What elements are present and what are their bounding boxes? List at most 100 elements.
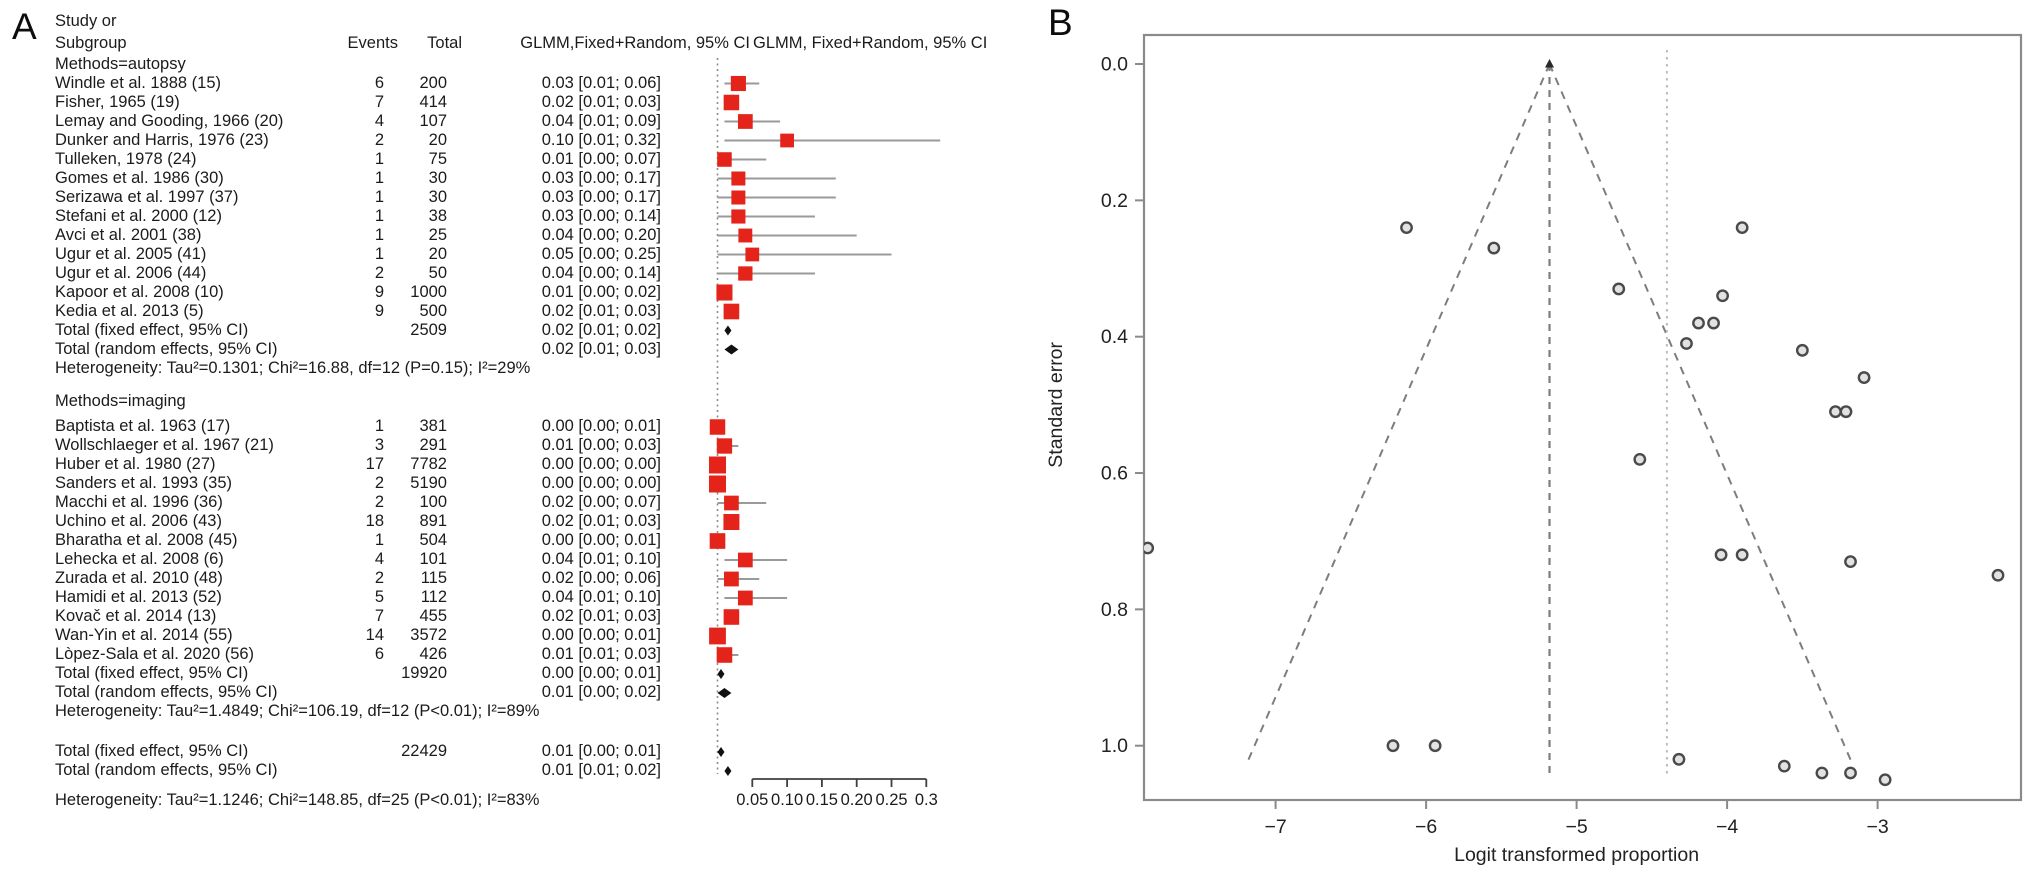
study-name: Tulleken, 1978 (24) bbox=[55, 149, 197, 168]
funnel-point bbox=[1714, 548, 1728, 562]
study-name: Wollschlaeger et al. 1967 (21) bbox=[55, 436, 274, 455]
study-name: Baptista et al. 1963 (17) bbox=[55, 417, 231, 436]
funnel-point bbox=[1795, 343, 1809, 357]
heterogeneity-text-overall: Heterogeneity: Tau²=1.1246; Chi²=148.85,… bbox=[55, 791, 540, 810]
forest-square bbox=[723, 609, 740, 625]
forest-square bbox=[745, 247, 760, 262]
study-events: 1 bbox=[374, 417, 384, 436]
funnel-y-tick-label: 0.0 bbox=[1101, 54, 1128, 76]
forest-square bbox=[730, 75, 746, 92]
study-total: 20 bbox=[428, 244, 447, 263]
study-events: 1 bbox=[374, 187, 384, 206]
forest-square bbox=[709, 419, 726, 435]
funnel-y-tick-label: 0.8 bbox=[1101, 599, 1128, 621]
study-events: 17 bbox=[365, 455, 384, 474]
funnel-point bbox=[1386, 739, 1400, 753]
forest-x-axis-tick-label: 0.25 bbox=[875, 791, 908, 810]
study-ci-text: 0.04 [0.00; 0.14] bbox=[541, 263, 661, 282]
total-row-ci: 0.02 [0.01; 0.02] bbox=[541, 320, 661, 339]
funnel-point bbox=[1692, 316, 1705, 330]
study-ci-text: 0.00 [0.00; 0.01] bbox=[541, 626, 661, 645]
forest-square bbox=[716, 647, 733, 663]
column-header-graph-ci: GLMM, Fixed+Random, 95% CI bbox=[753, 34, 988, 53]
study-name: Gomes et al. 1986 (30) bbox=[55, 168, 224, 187]
funnel-point bbox=[1428, 739, 1442, 753]
funnel-point bbox=[1672, 752, 1686, 766]
funnel-apex-marker bbox=[1545, 59, 1555, 68]
forest-x-axis-tick-label: 0.10 bbox=[771, 791, 804, 810]
study-ci-text: 0.00 [0.00; 0.00] bbox=[541, 474, 661, 493]
study-ci-text: 0.03 [0.01; 0.06] bbox=[541, 73, 661, 92]
funnel-point bbox=[1144, 541, 1155, 555]
study-events: 2 bbox=[374, 263, 384, 282]
funnel-y-tick-label: 1.0 bbox=[1101, 735, 1128, 757]
study-ci-text: 0.04 [0.01; 0.09] bbox=[541, 111, 661, 130]
total-row-ci: 0.01 [0.01; 0.02] bbox=[541, 761, 661, 780]
pooled-diamond bbox=[724, 344, 739, 355]
study-events: 1 bbox=[374, 531, 384, 550]
study-ci-text: 0.10 [0.01; 0.32] bbox=[541, 130, 661, 149]
study-events: 14 bbox=[365, 626, 384, 645]
study-total: 200 bbox=[419, 73, 447, 92]
study-ci-text: 0.01 [0.00; 0.03] bbox=[541, 436, 661, 455]
total-row-label: Total (fixed effect, 95% CI) bbox=[55, 320, 249, 339]
study-events: 2 bbox=[374, 474, 384, 493]
forest-square bbox=[737, 114, 753, 129]
study-ci-text: 0.04 [0.01; 0.10] bbox=[541, 550, 661, 569]
funnel-point bbox=[1612, 282, 1626, 296]
total-row-label: Total (fixed effect, 95% CI) bbox=[55, 664, 249, 683]
forest-square bbox=[780, 133, 794, 148]
study-total: 100 bbox=[419, 493, 447, 512]
total-row-ci: 0.02 [0.01; 0.03] bbox=[541, 339, 661, 358]
panel-b-label: B bbox=[1048, 2, 1073, 43]
study-ci-text: 0.03 [0.00; 0.17] bbox=[541, 168, 661, 187]
study-name: Kapoor et al. 2008 (10) bbox=[55, 282, 224, 301]
study-name: Sanders et al. 1993 (35) bbox=[55, 474, 233, 493]
funnel-point bbox=[1844, 766, 1857, 780]
study-ci-text: 0.01 [0.01; 0.03] bbox=[541, 645, 661, 664]
study-ci-text: 0.05 [0.00; 0.25] bbox=[541, 244, 661, 263]
subgroup-title: Methods=autopsy bbox=[55, 54, 186, 73]
funnel-point bbox=[1400, 221, 1413, 235]
plot-frame bbox=[1142, 33, 2023, 802]
panel-a-label: A bbox=[12, 6, 37, 47]
study-ci-text: 0.02 [0.00; 0.07] bbox=[541, 493, 661, 512]
study-events: 2 bbox=[374, 569, 384, 588]
study-total: 115 bbox=[420, 569, 447, 588]
study-events: 3 bbox=[374, 436, 384, 455]
funnel-y-tick-label: 0.2 bbox=[1101, 190, 1128, 212]
funnel-y-tick-label: 0.4 bbox=[1101, 326, 1128, 348]
forest-x-axis-tick-label: 0.20 bbox=[840, 791, 873, 810]
total-row-label: Total (random effects, 95% CI) bbox=[55, 761, 278, 780]
funnel-point bbox=[1735, 548, 1749, 562]
total-row-label: Total (random effects, 95% CI) bbox=[55, 339, 278, 358]
study-events: 18 bbox=[365, 512, 384, 531]
study-events: 2 bbox=[374, 493, 384, 512]
study-total: 101 bbox=[419, 550, 447, 569]
study-events: 7 bbox=[374, 92, 384, 111]
forest-square bbox=[738, 266, 753, 281]
study-total: 38 bbox=[428, 206, 447, 225]
study-name: Ugur et al. 2005 (41) bbox=[55, 244, 207, 263]
study-events: 1 bbox=[374, 206, 384, 225]
column-header-study-line1: Study or bbox=[55, 12, 117, 31]
study-total: 426 bbox=[419, 645, 447, 664]
funnel-x-tick-label: −4 bbox=[1716, 816, 1738, 838]
funnel-x-tick-label: −6 bbox=[1415, 816, 1437, 838]
study-ci-text: 0.04 [0.00; 0.20] bbox=[541, 225, 661, 244]
study-total: 291 bbox=[419, 436, 447, 455]
funnel-point bbox=[1633, 452, 1647, 466]
funnel-point bbox=[1829, 405, 1842, 419]
study-name: Lemay and Gooding, 1966 (20) bbox=[55, 111, 284, 130]
study-name: Hamidi et al. 2013 (52) bbox=[55, 588, 222, 607]
forest-square bbox=[716, 438, 733, 454]
study-events: 1 bbox=[374, 225, 384, 244]
funnel-point bbox=[1844, 555, 1857, 569]
study-total: 75 bbox=[428, 149, 447, 168]
funnel-left-dashed-line bbox=[1244, 63, 1551, 767]
study-events: 1 bbox=[374, 244, 384, 263]
study-name: Avci et al. 2001 (38) bbox=[55, 225, 202, 244]
